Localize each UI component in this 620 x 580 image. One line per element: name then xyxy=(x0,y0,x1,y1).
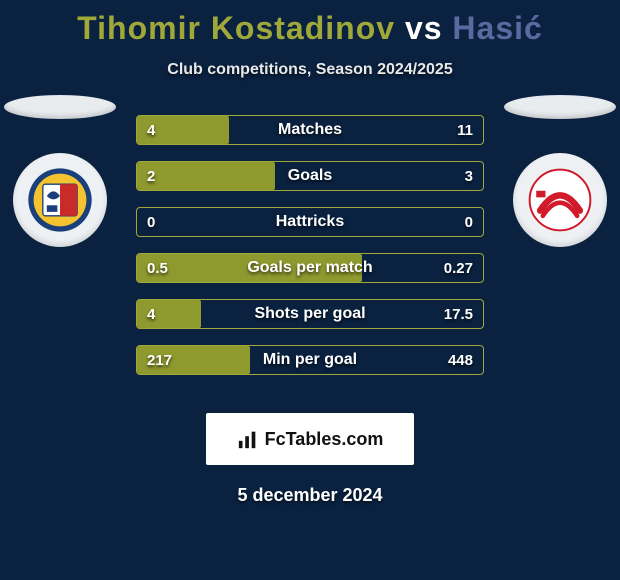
page-title: Tihomir Kostadinov vs Hasić xyxy=(0,0,620,47)
piast-crest-icon xyxy=(27,167,93,233)
left-club-badge xyxy=(13,153,107,247)
right-player-ellipse xyxy=(504,95,616,119)
title-vs: vs xyxy=(405,10,443,46)
signal-icon xyxy=(237,428,259,450)
stat-right-value: 448 xyxy=(448,352,473,369)
stat-label: Goals per match xyxy=(137,259,483,277)
title-player1: Tihomir Kostadinov xyxy=(77,10,395,46)
right-club-badge xyxy=(513,153,607,247)
stat-right-value: 11 xyxy=(457,122,473,139)
stat-row-hattricks: 0Hattricks0 xyxy=(136,207,484,237)
stat-label: Hattricks xyxy=(137,213,483,231)
stat-label: Goals xyxy=(137,167,483,185)
left-player-ellipse xyxy=(4,95,116,119)
fctables-logo: FcTables.com xyxy=(206,413,414,465)
right-club-column xyxy=(500,95,620,247)
subtitle: Club competitions, Season 2024/2025 xyxy=(0,61,620,79)
title-player2: Hasić xyxy=(452,10,542,46)
stat-right-value: 0 xyxy=(465,214,473,231)
stat-row-goals: 2Goals3 xyxy=(136,161,484,191)
logo-text: FcTables.com xyxy=(265,429,384,450)
comparison-area: 4Matches11 2Goals3 0Hattricks0 0.5Goals per… xyxy=(0,115,620,395)
stat-bars: 4Matches11 2Goals3 0Hattricks0 0.5Goals per… xyxy=(136,115,484,375)
stat-row-goals-per-match: 0.5Goals per match0.27 xyxy=(136,253,484,283)
stat-label: Matches xyxy=(137,121,483,139)
stat-row-shots-per-goal: 4Shots per goal17.5 xyxy=(136,299,484,329)
left-club-column xyxy=(0,95,120,247)
stat-row-matches: 4Matches11 xyxy=(136,115,484,145)
cracovia-crest-icon xyxy=(527,167,593,233)
stat-right-value: 0.27 xyxy=(444,260,473,277)
stat-right-value: 3 xyxy=(465,168,473,185)
stat-label: Min per goal xyxy=(137,351,483,369)
stat-right-value: 17.5 xyxy=(444,306,473,323)
snapshot-date: 5 december 2024 xyxy=(0,485,620,506)
stat-label: Shots per goal xyxy=(137,305,483,323)
stat-row-min-per-goal: 217Min per goal448 xyxy=(136,345,484,375)
